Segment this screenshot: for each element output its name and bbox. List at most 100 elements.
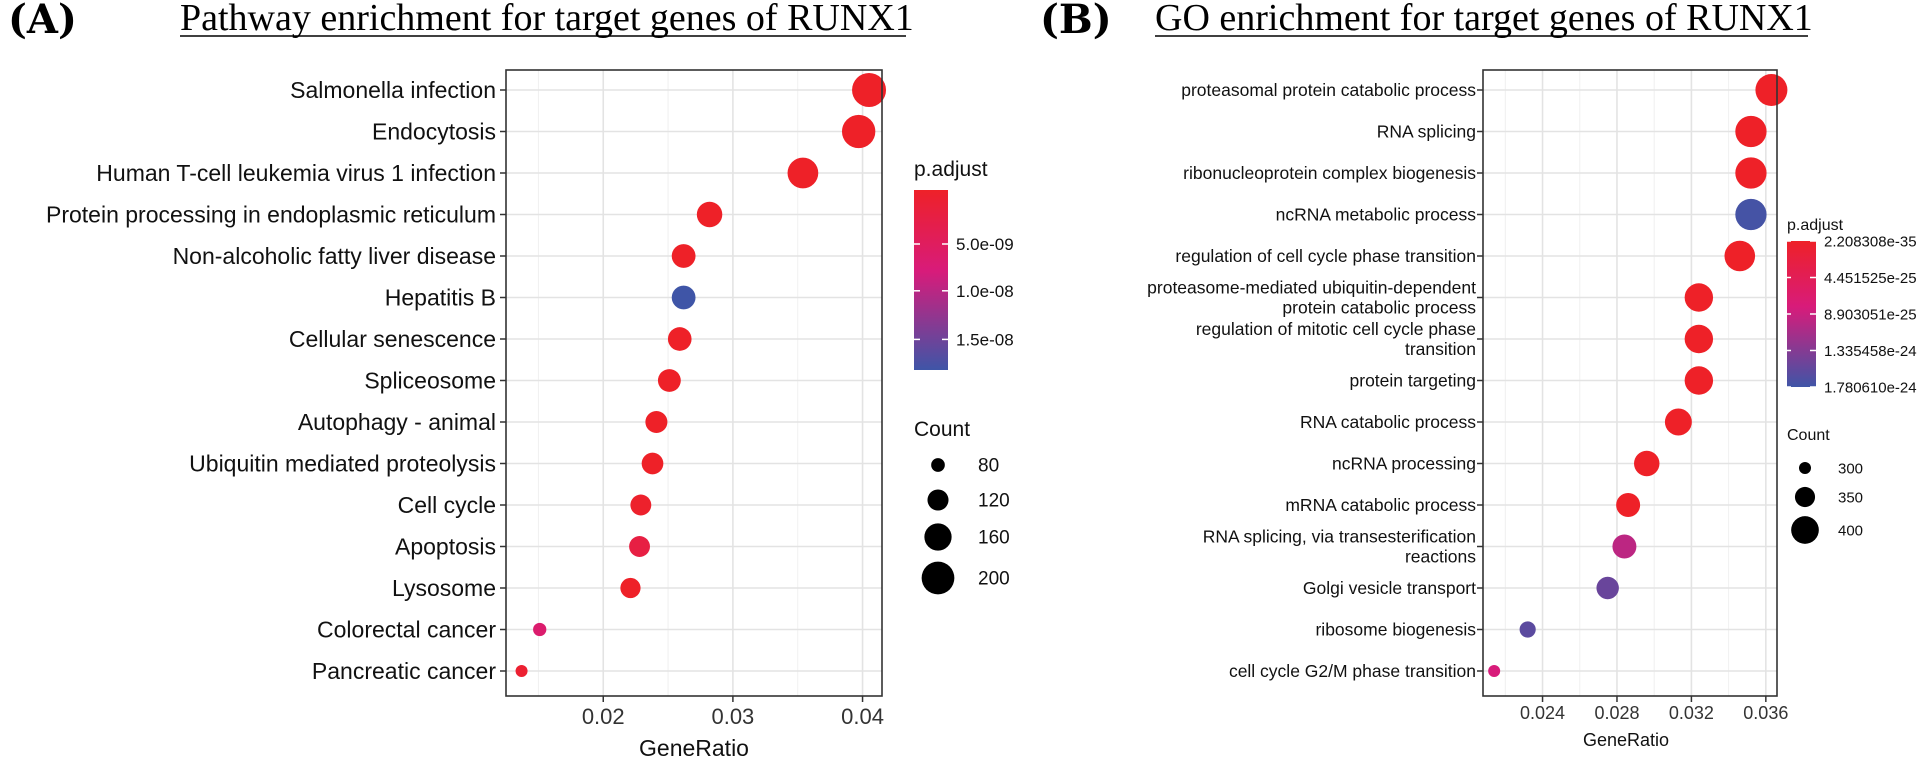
x-tick-label: 0.036: [1743, 703, 1788, 723]
data-point: [1735, 115, 1767, 148]
panel-a-colorbar: [914, 190, 948, 370]
data-point: [1684, 283, 1714, 312]
data-point: [641, 452, 664, 475]
x-tick-label: 0.032: [1669, 703, 1714, 723]
panel-a-colorbar-ticks: 5.0e-09 1.0e-08 1.5e-08: [914, 235, 1014, 349]
category-label: Protein processing in endoplasmic reticu…: [46, 202, 496, 228]
panel-a-category-labels: Salmonella infection Endocytosis Human T-c…: [46, 77, 506, 684]
data-point: [852, 73, 887, 107]
colorbar-tick-label: 4.451525e-25: [1824, 270, 1917, 287]
category-label: Human T-cell leukemia virus 1 infection: [96, 160, 496, 186]
category-label: Apoptosis: [395, 534, 496, 560]
data-point: [1735, 198, 1767, 231]
category-label: Lysosome: [392, 575, 496, 601]
data-point: [1735, 157, 1767, 189]
data-point: [841, 114, 876, 149]
panel-a-color-legend-title: p.adjust: [914, 158, 988, 181]
category-label: RNA splicing, via transesterification: [1203, 527, 1476, 547]
size-legend-label: 400: [1838, 522, 1863, 539]
data-point: [533, 622, 547, 637]
category-label: ncRNA metabolic process: [1276, 205, 1477, 225]
panel-b-size-legend-keys: 300 350 400: [1791, 460, 1863, 544]
category-label: Endocytosis: [372, 119, 496, 145]
panel-a-plot-frame: [505, 69, 883, 697]
panel-b-title: GO enrichment for target genes of RUNX1: [1155, 0, 1813, 39]
data-point: [1634, 450, 1660, 477]
category-label: protein catabolic process: [1282, 298, 1476, 318]
x-tick-label: 0.02: [582, 704, 625, 729]
size-legend-label: 200: [978, 569, 1010, 590]
colorbar-tick-label: 1.0e-08: [956, 282, 1014, 301]
category-label: Cell cycle: [398, 492, 496, 518]
data-point: [630, 494, 652, 516]
category-label: Salmonella infection: [290, 77, 496, 103]
data-point: [1616, 493, 1641, 517]
category-label: ribonucleoprotein complex biogenesis: [1183, 163, 1476, 183]
panel-a-x-axis-title: GeneRatio: [639, 735, 749, 760]
panel-b-grid: [1483, 70, 1777, 696]
data-point: [1755, 74, 1788, 106]
panel-a-x-ticks: 0.02 0.03 0.04: [582, 696, 884, 729]
category-label: ncRNA processing: [1332, 454, 1476, 474]
category-label: Ubiquitin mediated proteolysis: [189, 451, 496, 477]
category-label: Colorectal cancer: [317, 617, 496, 643]
x-tick-label: 0.028: [1594, 703, 1639, 723]
category-label: Autophagy - animal: [298, 409, 496, 435]
category-label: Hepatitis B: [385, 285, 496, 311]
panel-a-grid: [506, 70, 882, 696]
panel-a-color-legend: p.adjust 5.0e-09 1.0e-08 1.5e-08: [914, 158, 1014, 370]
data-point: [657, 369, 681, 392]
data-point: [1724, 240, 1756, 272]
category-label: proteasome-mediated ubiquitin-dependent: [1147, 278, 1476, 298]
data-point: [671, 285, 696, 310]
data-point: [1664, 408, 1692, 436]
category-label: ribosome biogenesis: [1315, 620, 1476, 640]
size-legend-dot: [921, 561, 955, 595]
colorbar-tick-label: 1.780610e-24: [1824, 379, 1917, 396]
size-legend-label: 160: [978, 528, 1010, 549]
category-label: RNA catabolic process: [1300, 412, 1476, 432]
size-legend-dot: [931, 458, 945, 472]
size-legend-dot: [927, 489, 949, 511]
category-label: Golgi vesicle transport: [1303, 578, 1476, 598]
category-label: regulation of cell cycle phase transitio…: [1175, 246, 1476, 266]
data-point: [1612, 534, 1637, 559]
panel-b-points: [1488, 74, 1788, 677]
x-tick-label: 0.04: [841, 704, 884, 729]
data-point: [645, 410, 668, 434]
colorbar-tick-label: 1.335458e-24: [1824, 343, 1917, 360]
size-legend-dot: [924, 523, 952, 551]
data-point: [620, 577, 641, 599]
category-label: protein targeting: [1350, 371, 1476, 391]
category-label: mRNA catabolic process: [1285, 495, 1476, 515]
category-label: Spliceosome: [364, 368, 496, 394]
data-point: [629, 536, 650, 557]
colorbar-tick-label: 8.903051e-25: [1824, 306, 1917, 323]
panel-b-size-legend: Count 300 350 400: [1787, 427, 1863, 544]
panel-b-plot-frame: [1482, 69, 1778, 697]
size-legend-dot: [1794, 486, 1816, 508]
panel-b-label: (B): [1040, 0, 1112, 43]
category-label: RNA splicing: [1377, 122, 1476, 142]
data-point: [1519, 621, 1536, 638]
category-label: proteasomal protein catabolic process: [1181, 80, 1476, 100]
data-point: [1488, 665, 1501, 677]
category-label: transition: [1405, 339, 1476, 359]
panel-b-x-axis-title: GeneRatio: [1583, 730, 1669, 750]
data-point: [671, 244, 696, 268]
panel-a-size-legend: Count 80 120 160 200: [914, 418, 1010, 595]
data-point: [1684, 366, 1714, 395]
panel-b: (B) GO enrichment for target genes of RU…: [1040, 0, 1917, 750]
panel-b-color-legend-title: p.adjust: [1787, 217, 1844, 234]
size-legend-label: 350: [1838, 489, 1863, 506]
panel-b-category-labels: proteasomal protein catabolic process RNA…: [1147, 80, 1483, 681]
category-label: reactions: [1405, 547, 1476, 567]
panel-b-x-ticks: 0.024 0.028 0.032 0.036: [1520, 696, 1788, 723]
data-point: [787, 157, 819, 189]
category-label: regulation of mitotic cell cycle phase: [1196, 319, 1476, 339]
colorbar-tick-label: 2.208308e-35: [1824, 233, 1917, 250]
x-tick-label: 0.024: [1520, 703, 1565, 723]
panel-a-label: (A): [8, 0, 77, 43]
size-legend-label: 300: [1838, 460, 1863, 477]
